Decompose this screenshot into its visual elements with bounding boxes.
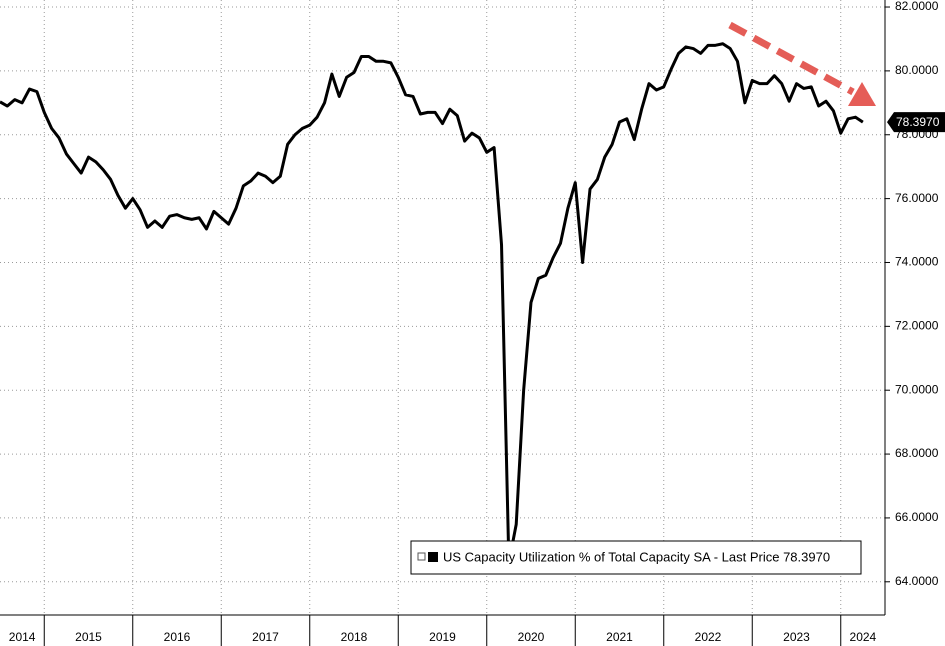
x-tick-label: 2015 — [75, 630, 102, 644]
x-tick-label: 2024 — [850, 630, 877, 644]
y-tick-label: 72.0000 — [895, 319, 939, 333]
series-line — [0, 42, 864, 565]
last-price-tag: 78.3970 — [887, 112, 945, 133]
x-tick-label: 2017 — [252, 630, 279, 644]
trend-arrow — [728, 21, 876, 106]
x-tick-label: 2014 — [9, 630, 36, 644]
y-tick-label: 76.0000 — [895, 191, 939, 205]
x-tick-label: 2021 — [606, 630, 633, 644]
y-tick-label: 80.0000 — [895, 63, 939, 77]
legend: US Capacity Utilization % of Total Capac… — [410, 540, 862, 575]
x-tick-label: 2022 — [695, 630, 722, 644]
x-tick-label: 2018 — [341, 630, 368, 644]
last-price-box — [887, 112, 945, 133]
x-tick-label: 2019 — [429, 630, 456, 644]
series-layer — [0, 42, 864, 565]
x-tick-label: 2020 — [518, 630, 545, 644]
y-tick-label: 68.0000 — [895, 446, 939, 460]
y-tick-label: 70.0000 — [895, 382, 939, 396]
x-tick-label: 2023 — [783, 630, 810, 644]
last-price-label: 78.3970 — [896, 115, 940, 129]
x-tick-label: 2016 — [164, 630, 191, 644]
y-tick-label: 66.0000 — [895, 510, 939, 524]
y-tick-label: 82.0000 — [895, 0, 939, 13]
legend-box — [410, 540, 862, 575]
axes: 64.0000 66.0000 68.0000 70.0000 72.0000 74.00… — [9, 0, 939, 646]
legend-label: US Capacity Utilization % of Total Capac… — [443, 549, 830, 564]
y-tick-label: 64.0000 — [895, 574, 939, 588]
legend-expand-icon — [417, 552, 426, 561]
y-tick-label: 74.0000 — [895, 255, 939, 269]
grid — [0, 0, 885, 615]
legend-swatch — [428, 552, 438, 562]
